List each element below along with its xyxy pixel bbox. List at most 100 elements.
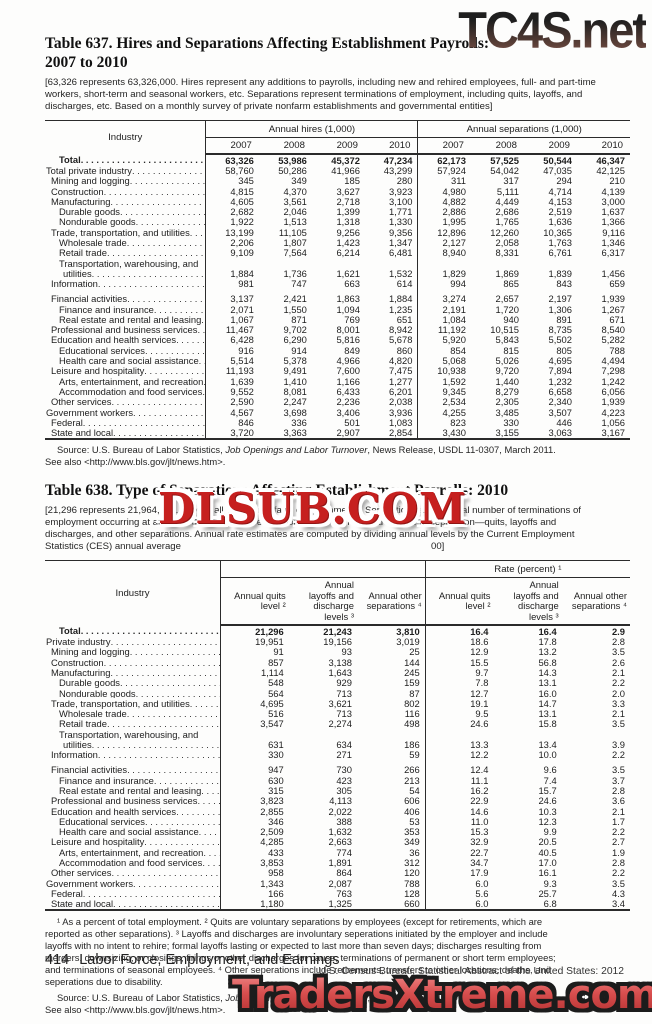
- industry-label: Manufacturing: [45, 196, 205, 206]
- leader-dots: [144, 837, 220, 847]
- value-cell: 9,116: [602, 226, 625, 238]
- year-header: 2009: [311, 137, 365, 156]
- industry-label: Total private industry: [45, 166, 205, 176]
- value-cell: 4,153: [548, 195, 572, 207]
- value-cell: 1,720: [495, 303, 519, 315]
- value-cell: 330: [220, 749, 289, 760]
- value-cell: 1,083: [388, 416, 413, 428]
- text-line: ¹ As a percent of total employment. ² Qu…: [57, 916, 543, 928]
- value-cell: 1,891: [328, 857, 352, 869]
- value-cell: 1,306: [548, 303, 572, 315]
- year-header: 2007: [417, 137, 471, 156]
- text-line: and terminations of seasonal employees. …: [45, 964, 551, 976]
- value-cell: 17.8: [538, 636, 557, 648]
- value-cell: 2.6: [611, 656, 625, 668]
- value-cell: 2,022: [328, 805, 352, 817]
- table-638-footnotes: ¹ As a percent of total employment. ² Qu…: [45, 916, 630, 988]
- table-row: Other services2,590 2,247 2,236 2,038 2,534 2…: [45, 397, 630, 408]
- value-cell: 4,255: [417, 407, 471, 418]
- leader-dots: [127, 238, 206, 248]
- value-cell: 10.0: [538, 748, 557, 760]
- table-row: Other services958 864 120 17.9 16.1 2.2: [45, 867, 630, 879]
- value-cell: 940: [503, 313, 519, 325]
- quits-rate-header: Annual quits level ²: [424, 577, 494, 627]
- text-line: workers, short-term and seasonal workers…: [45, 89, 583, 101]
- industry-label: Education and health services: [45, 806, 220, 816]
- industry-column-header: Industry: [108, 132, 143, 144]
- value-cell: 17.9: [424, 868, 494, 879]
- table-row: Nondurable goods1,922 1,513 1,318 1,330 1,99…: [45, 216, 630, 228]
- year-header: 2009: [523, 137, 577, 156]
- table-row: Mining and logging345 349 185 280 311 317 294 2…: [45, 175, 630, 187]
- value-cell: 1,318: [336, 216, 360, 228]
- table-row: Federal846 336 501 1,083 823 330 446 1,056: [45, 416, 630, 428]
- value-cell: 3,167: [601, 427, 625, 439]
- value-cell: 2.2: [611, 748, 625, 760]
- table-638-note-lines: [21,296 represents 21,964,000. Covers al…: [45, 505, 630, 541]
- value-cell: 3.5: [611, 877, 625, 889]
- table-row: Accommodation and food services3,853 1,89…: [45, 857, 630, 869]
- value-cell: 1,180: [220, 899, 289, 911]
- quits-level-header: Annual quits level ²: [220, 577, 289, 627]
- value-cell: 144: [404, 656, 420, 668]
- value-cell: 3,936: [388, 406, 413, 418]
- value-cell: 21,296: [220, 625, 289, 637]
- value-cell: 6,428: [205, 335, 259, 346]
- value-cell: 271: [336, 748, 352, 760]
- value-cell: 1,639: [205, 376, 259, 387]
- value-cell: 388: [336, 815, 352, 827]
- value-cell: 166: [220, 888, 289, 899]
- value-cell: 1,995: [417, 217, 471, 228]
- leader-dots: [130, 647, 220, 657]
- table-638-note: [21,296 represents 21,964,000. Covers al…: [45, 505, 630, 553]
- table-row: Financial activities947 730 266 12.4 9.6 3.5: [45, 759, 630, 776]
- rate-group-header: Rate (percent) ¹: [424, 560, 630, 579]
- leader-dots: [111, 637, 220, 647]
- value-cell: 9.5: [424, 709, 494, 720]
- value-cell: 9,109: [205, 248, 259, 259]
- value-cell: 9,356: [388, 226, 413, 238]
- industry-label: Wholesale trade: [45, 709, 220, 719]
- value-cell: 1,829: [417, 258, 471, 279]
- text-line: [63,326 represents 63,326,000. Hires rep…: [45, 77, 596, 88]
- value-cell: 8,331: [495, 247, 519, 259]
- value-cell: 9,256: [336, 226, 360, 238]
- industry-label: Total: [45, 625, 220, 635]
- industry-label: Real estate and rental and leasing: [45, 786, 220, 796]
- value-cell: 5,514: [205, 355, 259, 366]
- value-cell: 4,882: [417, 196, 471, 207]
- value-cell: 120: [404, 867, 420, 879]
- value-cell: 305: [336, 784, 352, 796]
- value-cell: 5,068: [417, 355, 471, 366]
- source-text: Source: U.S. Bureau of Labor Statistics,: [57, 444, 226, 456]
- value-cell: 2,854: [388, 427, 413, 439]
- value-cell: 2,886: [417, 207, 471, 218]
- value-cell: 36: [409, 846, 420, 858]
- value-cell: 3,923: [388, 185, 413, 197]
- table-row: Accommodation and food services9,552 8,08…: [45, 386, 630, 397]
- value-cell: 4.3: [611, 887, 625, 899]
- value-cell: 213: [404, 774, 420, 786]
- table-row: Wholesale trade2,206 1,807 1,423 1,347 2,127…: [45, 237, 630, 248]
- value-cell: 317: [503, 175, 519, 187]
- leader-dots: [197, 325, 205, 335]
- value-cell: 22.7: [424, 847, 494, 858]
- leader-dots: [176, 335, 205, 345]
- industry-label: Durable goods: [45, 207, 205, 217]
- value-cell: 311: [417, 176, 471, 187]
- industry-label: Mining and logging: [45, 176, 205, 186]
- industry-label: Retail trade: [45, 719, 220, 729]
- value-cell: 3,363: [283, 427, 307, 439]
- value-cell: 1,440: [495, 375, 519, 387]
- leader-dots: [201, 786, 220, 796]
- value-cell: 2,274: [328, 718, 352, 730]
- value-cell: 3,100: [388, 195, 413, 207]
- value-cell: 3,823: [220, 796, 289, 807]
- value-cell: 93: [341, 646, 352, 658]
- value-cell: 16.2: [424, 785, 494, 796]
- value-cell: 349: [404, 836, 420, 848]
- note-fragment: 00]: [430, 541, 445, 553]
- value-cell: 846: [205, 417, 259, 428]
- table-row: State and local3,720 3,363 2,907 2,854 3,430…: [45, 427, 630, 440]
- value-cell: 7,894: [548, 365, 572, 377]
